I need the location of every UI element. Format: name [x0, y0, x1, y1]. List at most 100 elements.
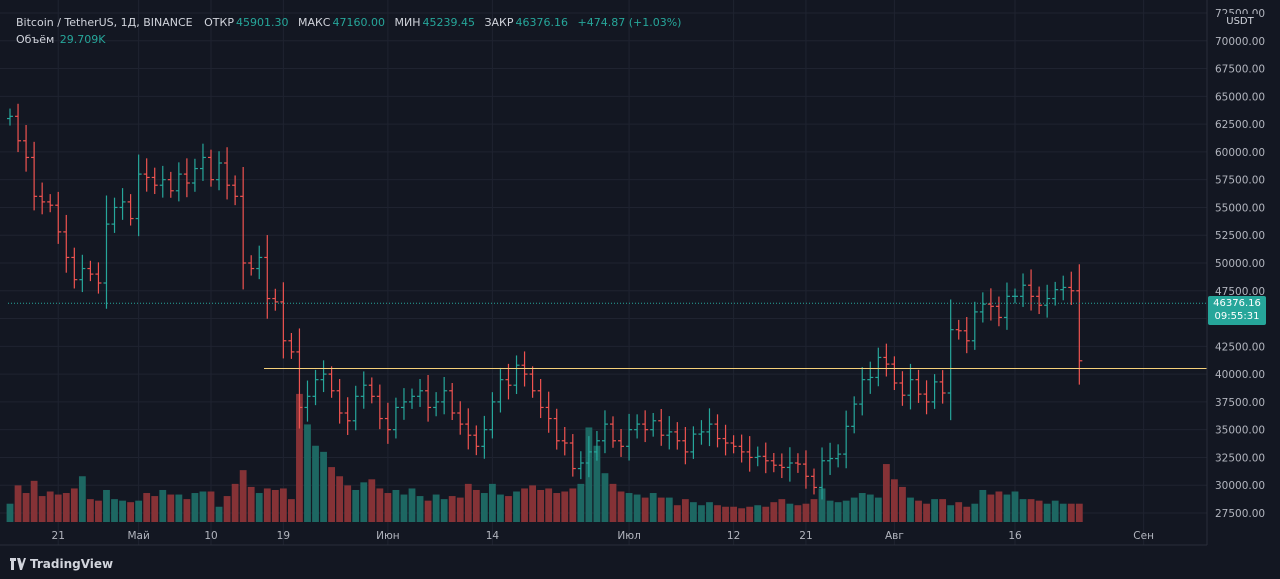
volume-bar — [464, 483, 472, 522]
volume-bar — [70, 488, 78, 522]
volume-bar — [424, 500, 432, 522]
volume-bar — [649, 493, 657, 522]
volume-bar — [730, 506, 737, 522]
volume-value: 29.709K — [59, 33, 106, 46]
volume-bar — [46, 491, 54, 522]
volume-bar — [955, 502, 963, 522]
volume-bar — [143, 493, 151, 522]
currency-unit-badge[interactable]: USDT — [1222, 14, 1258, 29]
volume-bar — [778, 499, 786, 522]
volume-bar — [368, 479, 376, 522]
volume-bar — [62, 493, 70, 522]
volume-bar — [714, 505, 721, 522]
price-tick-label: 32500.00 — [1215, 452, 1265, 464]
volume-bar — [537, 489, 545, 522]
price-tick-label: 50000.00 — [1215, 258, 1265, 270]
volume-bar — [979, 489, 987, 522]
volume-bar — [271, 489, 279, 522]
close-value: 46376.16 — [515, 16, 569, 29]
volume-bar — [995, 491, 1003, 522]
last-price-tag: 46376.16 09:55:31 — [1208, 296, 1266, 325]
volume-bar — [103, 489, 110, 522]
price-tick-label: 47500.00 — [1215, 286, 1265, 298]
price-tick-label: 27500.00 — [1215, 508, 1265, 520]
volume-bar — [947, 505, 955, 522]
volume-bar — [931, 499, 938, 522]
volume-bar — [328, 467, 335, 522]
price-tick-label: 55000.00 — [1215, 202, 1265, 214]
volume-bar — [416, 496, 424, 522]
volume-bar — [923, 503, 930, 522]
volume-bar — [770, 502, 778, 522]
volume-bar — [899, 486, 906, 522]
volume-bar — [255, 493, 263, 522]
volume-row: Объём 29.709K — [16, 31, 687, 48]
volume-bar — [633, 494, 641, 522]
volume-bar — [1027, 499, 1035, 522]
volume-bar — [826, 500, 834, 522]
volume-bar — [609, 483, 617, 522]
volume-bar — [392, 489, 400, 522]
volume-bar — [963, 506, 971, 522]
volume-label[interactable]: Объём — [16, 33, 55, 46]
time-tick-label: Июн — [376, 530, 400, 542]
ohlc-row: Bitcoin / TetherUS, 1Д, BINANCE ОТКР 4590… — [16, 14, 687, 31]
volume-bar — [690, 502, 697, 522]
volume-bar — [891, 479, 898, 522]
volume-bar — [30, 480, 38, 522]
brand-label: TradingView — [30, 557, 114, 571]
volume-bars — [6, 393, 1083, 522]
open-value: 45901.30 — [235, 16, 289, 29]
price-tick-label: 67500.00 — [1215, 64, 1265, 76]
volume-bar — [874, 497, 882, 522]
volume-bar — [971, 503, 979, 522]
volume-bar — [746, 506, 754, 522]
volume-bar — [907, 497, 914, 522]
volume-bar — [1011, 491, 1019, 522]
time-tick-label: Июл — [617, 530, 640, 542]
volume-bar — [135, 500, 143, 522]
volume-bar — [231, 483, 239, 522]
tradingview-brand[interactable]: TradingView — [10, 555, 113, 573]
volume-bar — [577, 483, 585, 522]
volume-bar — [706, 502, 713, 522]
volume-bar — [722, 506, 729, 522]
price-tick-label: 70000.00 — [1215, 36, 1265, 48]
volume-bar — [561, 491, 569, 522]
volume-bar — [199, 491, 207, 522]
volume-bar — [14, 485, 22, 522]
volume-bar — [288, 499, 295, 522]
volume-bar — [320, 451, 327, 522]
tradingview-logo-icon — [10, 558, 26, 570]
chart-legend: Bitcoin / TetherUS, 1Д, BINANCE ОТКР 4590… — [16, 14, 687, 48]
symbol-title[interactable]: Bitcoin / TetherUS, 1Д, BINANCE — [16, 16, 193, 29]
high-value: 47160.00 — [332, 16, 385, 29]
volume-bar — [617, 491, 625, 522]
volume-bar — [1051, 500, 1059, 522]
volume-bar — [1067, 503, 1075, 522]
volume-bar — [360, 482, 368, 522]
volume-bar — [336, 476, 344, 522]
time-tick-label: 12 — [727, 530, 740, 542]
volume-bar — [489, 483, 496, 522]
time-axis[interactable]: 21 Май 10 19 Июн 14 Июл 12 21 Авг 16 Сен — [52, 530, 1154, 542]
price-tick-label: 62500.00 — [1215, 119, 1265, 131]
time-tick-label: 10 — [204, 530, 217, 542]
volume-bar — [505, 496, 512, 522]
volume-bar — [569, 488, 577, 522]
volume-bar — [207, 491, 215, 522]
volume-bar — [738, 508, 746, 522]
volume-bar — [376, 488, 384, 522]
volume-bar — [673, 505, 681, 522]
volume-bar — [529, 485, 536, 522]
volume-bar — [601, 473, 609, 522]
volume-bar — [312, 445, 319, 522]
time-tick-label: Май — [127, 530, 149, 542]
volume-bar — [882, 464, 890, 522]
volume-bar — [448, 496, 456, 522]
volume-bar — [352, 489, 360, 522]
volume-bar — [698, 505, 705, 522]
